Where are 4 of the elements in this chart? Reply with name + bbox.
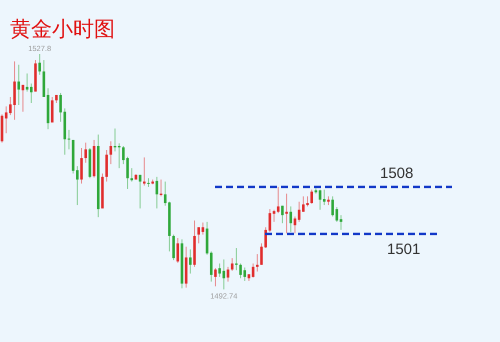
ref-line-label: 1501 [387,240,420,258]
chart-title: 黄金小时图 [10,17,115,41]
candlestick [147,178,150,188]
ref-line-label: 1508 [380,164,414,182]
